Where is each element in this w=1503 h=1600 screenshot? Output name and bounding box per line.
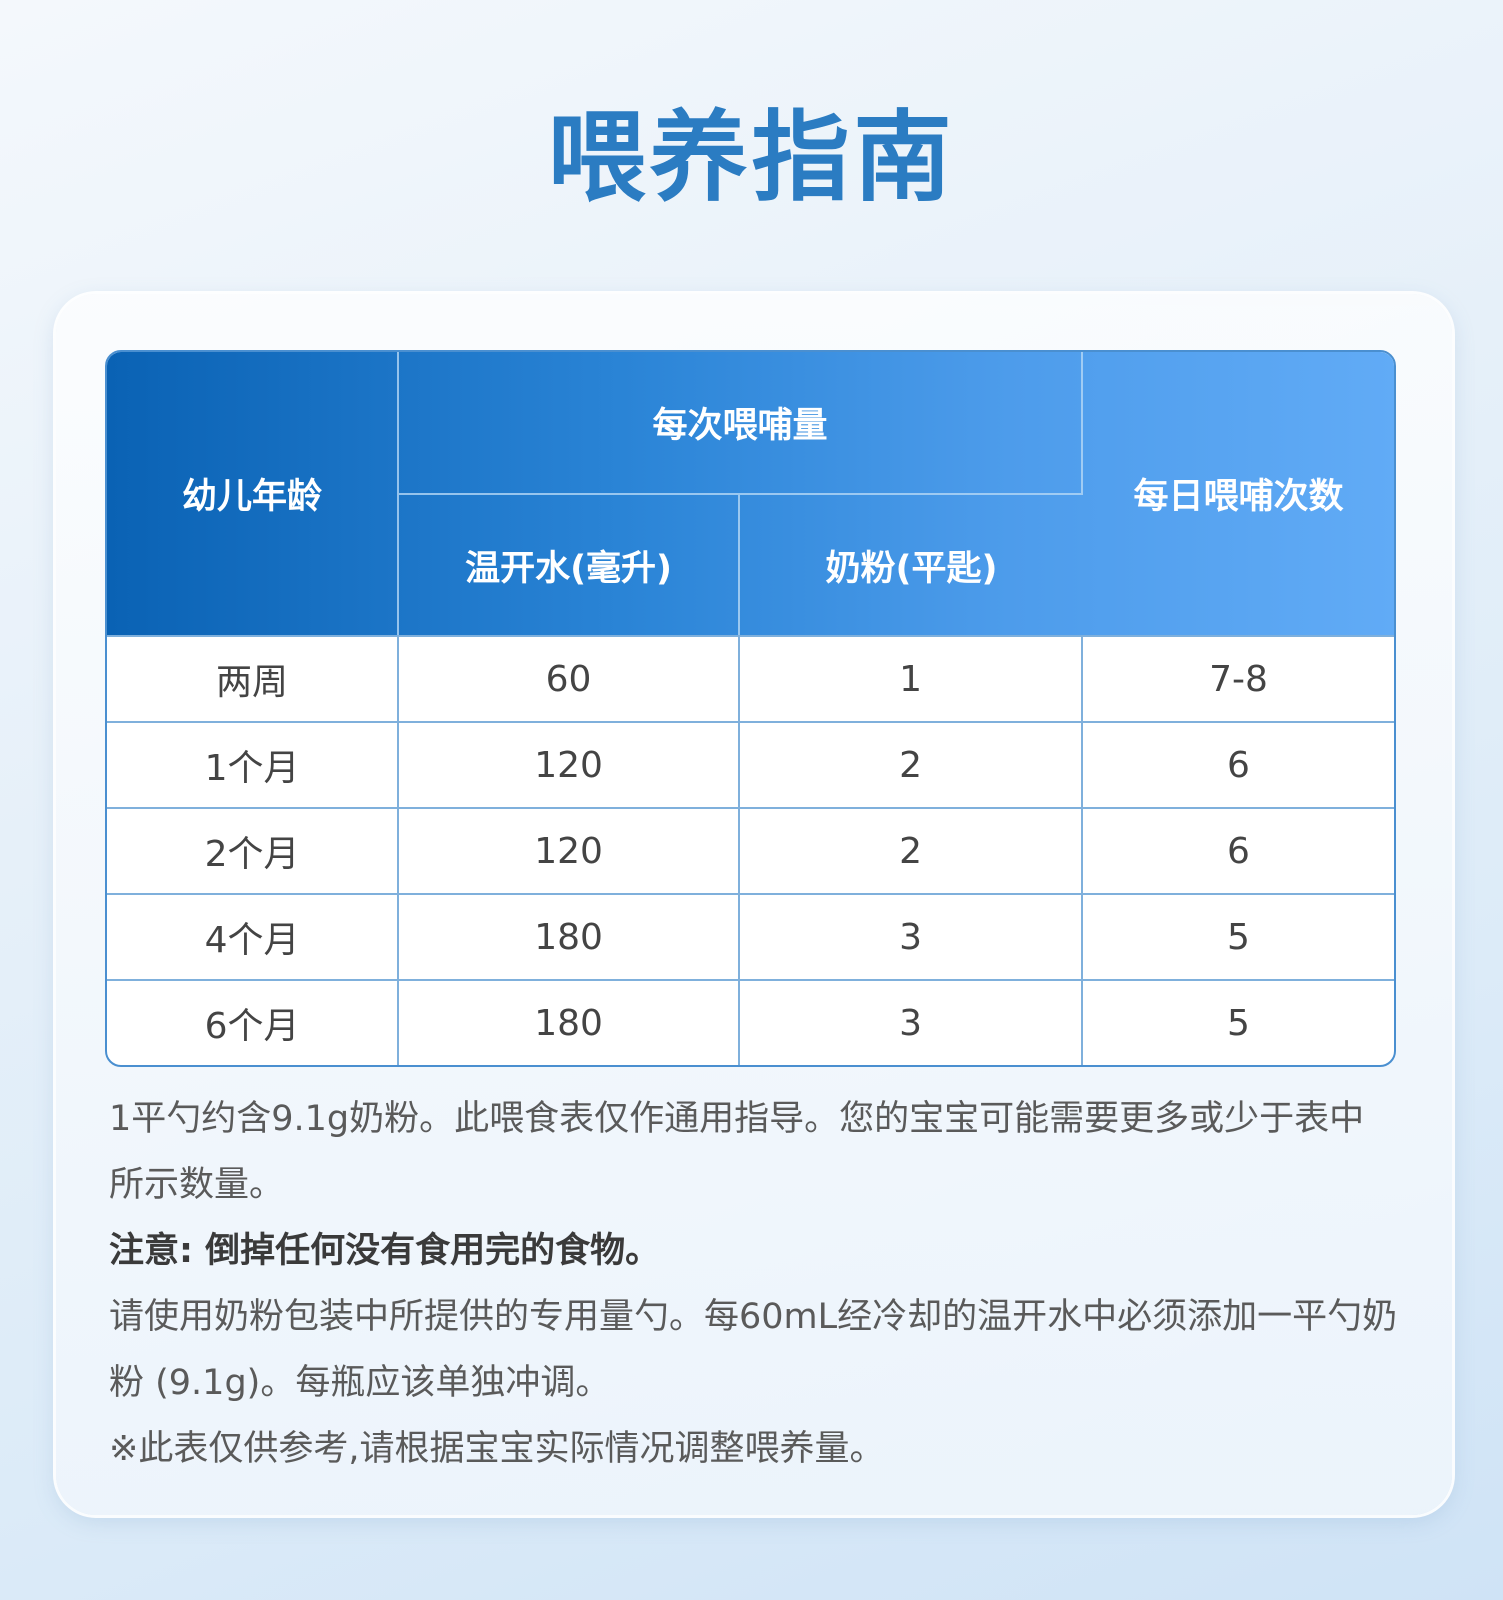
table-row: 2个月 120 2 6 — [107, 807, 1394, 893]
note-warning: 注意: 倒掉任何没有食用完的食物。 — [109, 1231, 661, 1271]
table-row: 4个月 180 3 5 — [107, 893, 1394, 979]
note-instructions: 请使用奶粉包装中所提供的专用量勺。每60mL经冷却的温开水中必须添加一平勺奶粉 … — [109, 1297, 1398, 1403]
cell-age: 1个月 — [107, 721, 400, 807]
header-per-feed: 每次喂哺量 — [399, 352, 1083, 493]
cell-age: 两周 — [107, 635, 400, 721]
table-row: 两周 60 1 7-8 — [107, 635, 1394, 721]
cell-powder: 2 — [740, 721, 1083, 807]
cell-age: 4个月 — [107, 893, 400, 979]
header-age: 幼儿年龄 — [107, 352, 400, 635]
notes: 1平勺约含9.1g奶粉。此喂食表仅作通用指导。您的宝宝可能需要更多或少于表中所示… — [109, 1086, 1399, 1482]
note-reference: ※此表仅供参考,请根据宝宝实际情况调整喂养量。 — [109, 1429, 885, 1469]
cell-powder: 3 — [740, 893, 1083, 979]
cell-powder: 1 — [740, 635, 1083, 721]
cell-water: 120 — [399, 807, 741, 893]
table-row: 6个月 180 3 5 — [107, 979, 1394, 1065]
feeding-table: 幼儿年龄 每次喂哺量 每日喂哺次数 温开水(毫升) 奶粉(平匙) 两周 60 1 7-… — [105, 350, 1396, 1067]
cell-powder: 3 — [740, 979, 1083, 1065]
cell-water: 180 — [399, 979, 741, 1065]
header-daily: 每日喂哺次数 — [1133, 477, 1344, 517]
cell-daily: 5 — [1082, 979, 1394, 1065]
table-row: 1个月 120 2 6 — [107, 721, 1394, 807]
page-title: 喂养指南 — [547, 101, 956, 215]
note-scoop: 1平勺约含9.1g奶粉。此喂食表仅作通用指导。您的宝宝可能需要更多或少于表中所示… — [109, 1099, 1365, 1205]
header-powder: 奶粉(平匙) — [740, 493, 1083, 635]
cell-water: 60 — [399, 635, 741, 721]
cell-daily: 6 — [1082, 807, 1394, 893]
cell-age: 6个月 — [107, 979, 400, 1065]
header-water: 温开水(毫升) — [399, 493, 741, 635]
cell-age: 2个月 — [107, 807, 400, 893]
cell-water: 120 — [399, 721, 741, 807]
cell-daily: 5 — [1082, 893, 1394, 979]
cell-daily: 6 — [1082, 721, 1394, 807]
cell-daily: 7-8 — [1082, 635, 1394, 721]
cell-powder: 2 — [740, 807, 1083, 893]
cell-water: 180 — [399, 893, 741, 979]
